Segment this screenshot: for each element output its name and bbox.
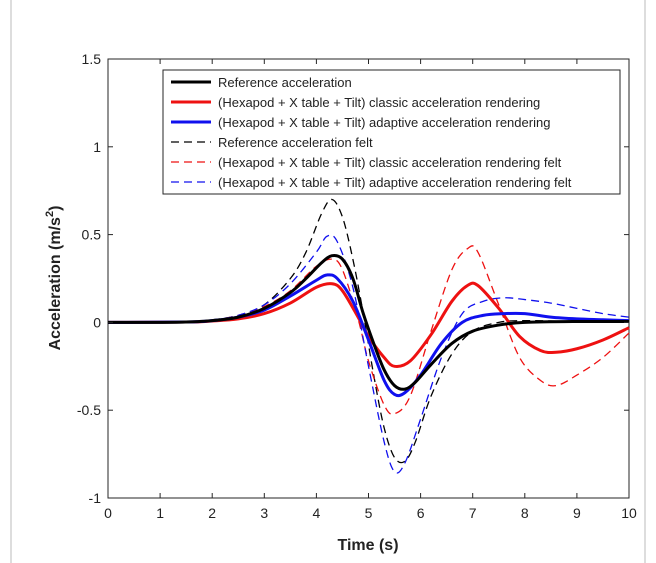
x-axis-label: Time (s) — [337, 537, 398, 554]
x-tick-label: 7 — [469, 505, 477, 521]
legend-label-classic-rendering-felt: (Hexapod + X table + Tilt) classic accel… — [218, 155, 562, 170]
legend-label-adaptive-rendering-felt: (Hexapod + X table + Tilt) adaptive acce… — [218, 175, 572, 190]
series-line-classic-rendering-felt — [107, 245, 630, 415]
x-tick-label: 5 — [365, 505, 373, 521]
x-tick-label: 8 — [521, 505, 529, 521]
legend: Reference acceleration (Hexapod + X table… — [162, 69, 621, 195]
legend-label-classic-rendering: (Hexapod + X table + Tilt) classic accel… — [218, 95, 540, 110]
y-axis-label: Acceleration (m/s2) — [44, 206, 64, 351]
x-tick-label: 3 — [260, 505, 268, 521]
series-line-classic-rendering — [107, 281, 630, 368]
legend-label-reference-acceleration: Reference acceleration — [218, 75, 352, 90]
y-tick-label: 1.5 — [82, 51, 102, 67]
y-tick-label: -0.5 — [77, 402, 101, 418]
x-tick-label: 6 — [417, 505, 425, 521]
y-tick-label: 0 — [93, 314, 101, 330]
series-line-adaptive-rendering-felt — [107, 234, 630, 474]
x-tick-label: 2 — [208, 505, 216, 521]
legend-label-reference-acceleration-felt: Reference acceleration felt — [218, 135, 373, 150]
x-tick-label: 4 — [313, 505, 321, 521]
y-axis-label-superscript: 2 — [44, 211, 56, 217]
series-layer — [107, 198, 630, 474]
y-tick-label: 1 — [93, 139, 101, 155]
series-line-reference-acceleration — [107, 253, 630, 391]
x-tick-label: 10 — [621, 505, 637, 521]
legend-label-adaptive-rendering: (Hexapod + X table + Tilt) adaptive acce… — [218, 115, 550, 130]
y-tick-label: -1 — [89, 490, 102, 506]
y-tick-label: 0.5 — [82, 227, 102, 243]
tick-layer: 0 1 2 3 4 5 6 7 8 9 10 -1 -0.5 0 0.5 1 1.5 — [77, 51, 637, 521]
x-tick-label: 9 — [573, 505, 581, 521]
legend-box — [162, 69, 621, 195]
x-tick-label: 1 — [156, 505, 164, 521]
x-tick-label: 0 — [104, 505, 112, 521]
